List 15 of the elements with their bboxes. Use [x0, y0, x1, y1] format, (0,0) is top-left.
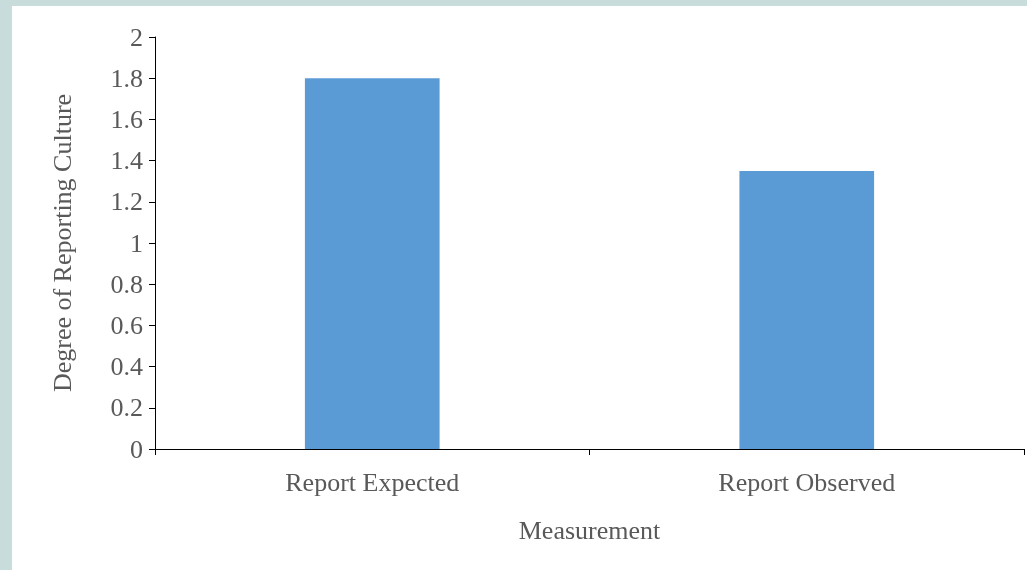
- y-tick-label: 0.6: [110, 310, 143, 340]
- y-tick-label: 1.6: [110, 104, 143, 134]
- y-tick-label: 0.8: [110, 269, 143, 299]
- x-tick-label: Report Expected: [285, 467, 460, 497]
- y-axis-title: Degree of Reporting Culture: [47, 93, 77, 393]
- y-tick-label: 1.4: [110, 146, 143, 176]
- y-tick-label: 1: [130, 228, 143, 258]
- y-tick-label: 0.2: [110, 393, 143, 423]
- y-tick-label: 0: [130, 434, 143, 464]
- x-tick-label: Report Observed: [718, 467, 896, 497]
- y-tick-label: 2: [130, 22, 143, 52]
- x-axis-title: Measurement: [518, 515, 662, 545]
- y-tick-label: 1.8: [110, 63, 143, 93]
- y-tick-label: 0.4: [110, 352, 143, 382]
- y-tick-label: 1.2: [110, 187, 143, 217]
